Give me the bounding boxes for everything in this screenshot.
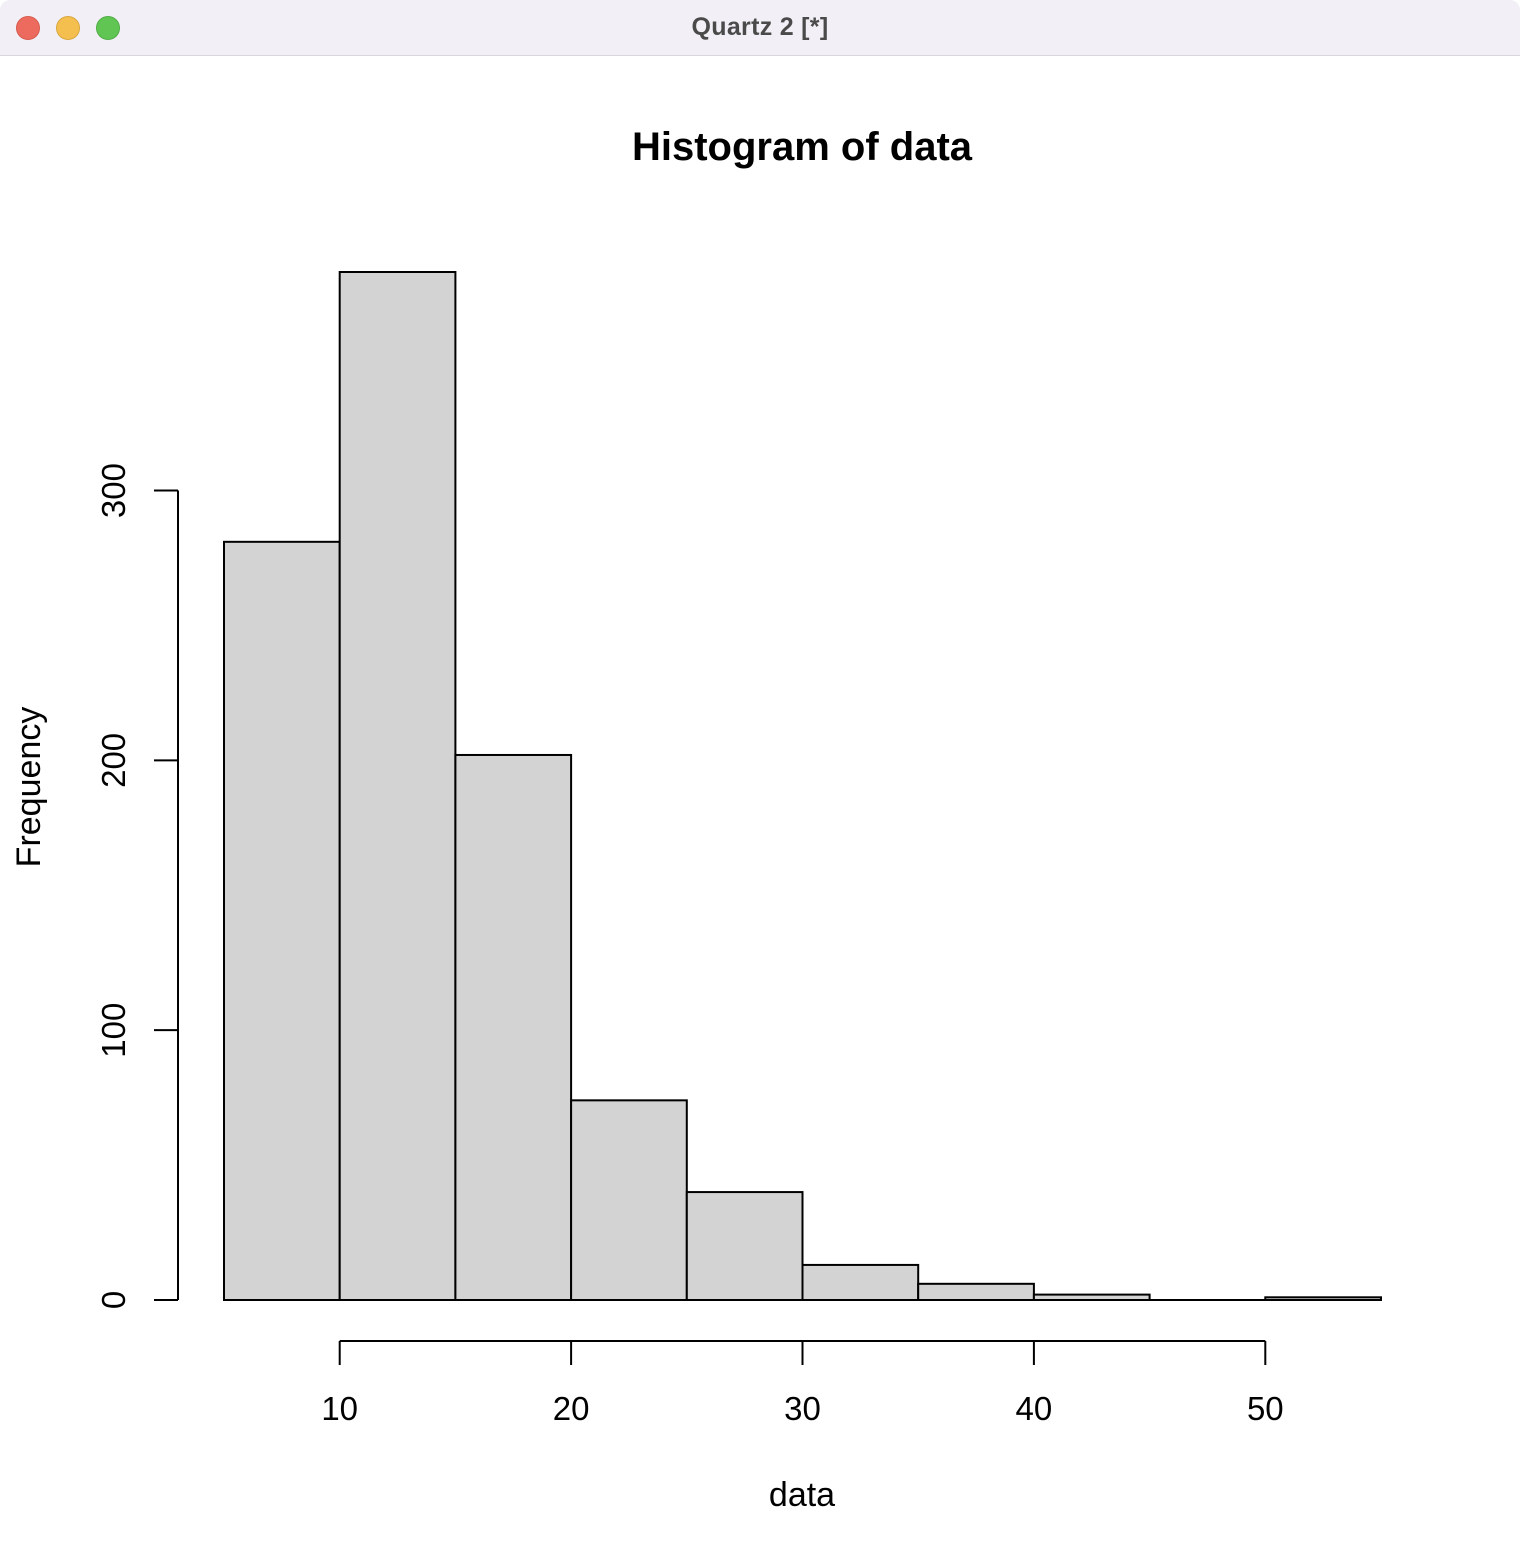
minimize-button[interactable] (56, 16, 80, 40)
histogram-bar-7 (1032, 1293, 1151, 1301)
plot-area: Histogram of data 0 100 200 300 10 20 30 40 50 … (0, 56, 1520, 1562)
histogram-bar-3 (570, 1099, 688, 1301)
histogram-bar-4 (685, 1191, 804, 1301)
y-tick-label-100: 100 (95, 1003, 132, 1058)
y-axis: 0 100 200 300 (95, 463, 179, 1309)
histogram-bar-1 (338, 271, 457, 1301)
histogram-bar-5 (801, 1263, 920, 1301)
histogram-bar-2 (454, 753, 573, 1301)
x-tick-label-10: 10 (321, 1390, 358, 1427)
histogram-bar-0 (223, 540, 341, 1301)
histogram-bar-6 (917, 1282, 1035, 1302)
histogram-bar-9 (1264, 1296, 1383, 1302)
window-title: Quartz 2 [*] (691, 13, 829, 41)
bars-group (223, 271, 1383, 1302)
chart-title: Histogram of data (632, 125, 973, 169)
y-axis-label: Frequency (10, 707, 48, 868)
x-axis: 10 20 30 40 50 (321, 1340, 1284, 1427)
y-tick-label-0: 0 (95, 1291, 132, 1309)
window-titlebar[interactable]: Quartz 2 [*] (0, 0, 1520, 56)
x-tick-label-40: 40 (1016, 1390, 1053, 1427)
close-button[interactable] (16, 16, 40, 40)
x-tick-label-50: 50 (1247, 1390, 1284, 1427)
x-axis-label: data (769, 1476, 835, 1514)
y-tick-label-200: 200 (95, 733, 132, 788)
x-tick-label-30: 30 (784, 1390, 821, 1427)
y-tick-label-300: 300 (95, 463, 132, 518)
x-tick-label-20: 20 (553, 1390, 590, 1427)
zoom-button[interactable] (96, 16, 120, 40)
